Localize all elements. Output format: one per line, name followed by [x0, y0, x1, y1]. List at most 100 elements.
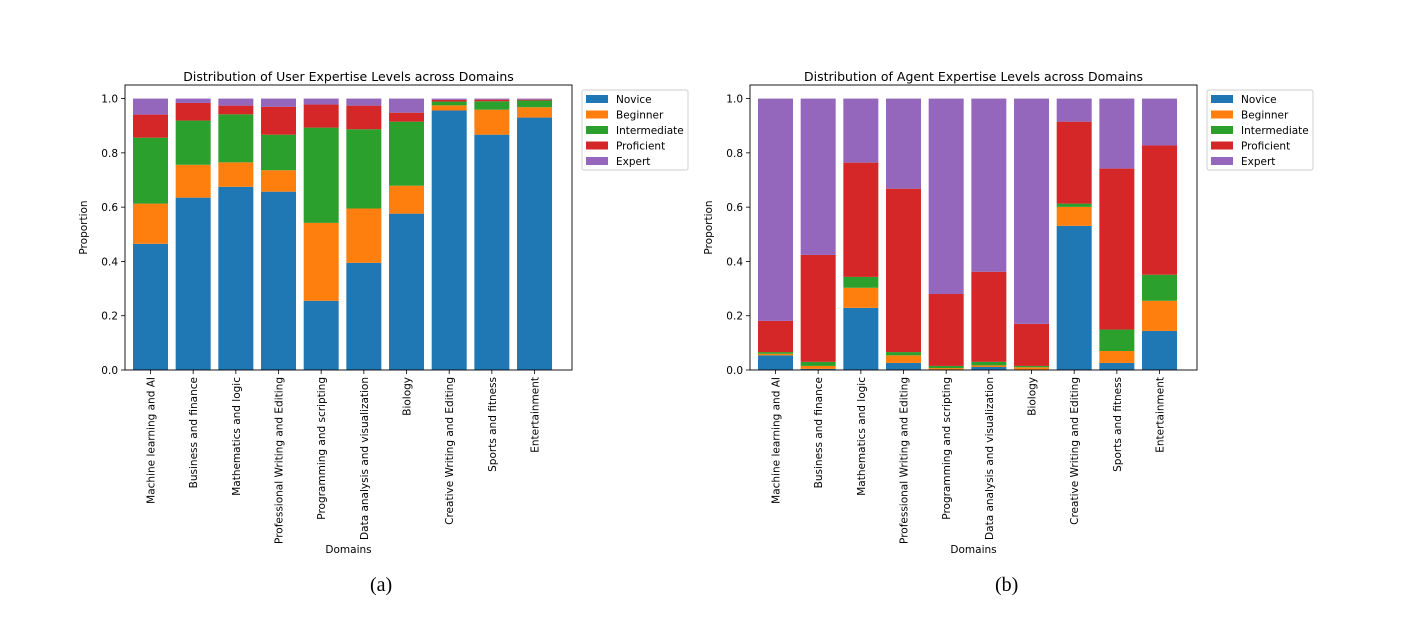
legend-label: Beginner [1241, 110, 1289, 122]
legend-label: Intermediate [1241, 125, 1309, 137]
bar-segment-proficient [474, 99, 510, 102]
bar-segment-beginner [346, 208, 382, 263]
bar-segment-beginner [886, 355, 922, 363]
bar-segment-novice [175, 197, 211, 370]
bar-segment-expert [1056, 98, 1092, 122]
bar-segment-expert [346, 98, 382, 106]
axes-frame [124, 84, 573, 371]
legend-label: Novice [1241, 94, 1277, 106]
bar-segment-expert [928, 98, 964, 294]
y-tick-label: 0.2 [101, 311, 118, 323]
x-tick-label: Business and finance [813, 377, 825, 488]
x-tick-label: Mathematics and logic [856, 377, 868, 496]
bar-segment-intermediate [431, 101, 467, 106]
legend-label: Beginner [616, 110, 664, 122]
x-tick-label: Professional Writing and Editing [899, 377, 911, 544]
bar-segment-beginner [758, 353, 793, 356]
legend-swatch-expert [1211, 157, 1233, 165]
bar-segment-beginner [800, 365, 836, 369]
y-axis-label: Proportion [703, 200, 715, 254]
bar-segment-beginner [1142, 300, 1178, 331]
bar-segment-proficient [971, 271, 1007, 362]
legend: Novice Beginner Intermediate Proficient Expe… [1206, 89, 1314, 171]
bar-segment-beginner [133, 203, 168, 244]
chart-title: Distribution of Agent Expertise Levels a… [804, 69, 1143, 84]
y-tick-label: 0.4 [726, 256, 743, 268]
bar-segment-novice [431, 110, 467, 370]
bar-segment-expert [971, 98, 1007, 272]
bar-segment-intermediate [261, 134, 297, 171]
bar-segment-expert [261, 98, 297, 107]
legend-swatch-expert [586, 157, 608, 165]
bar-segment-expert [758, 98, 793, 321]
x-tick-label: Biology [1027, 377, 1039, 416]
x-tick-label: Programming and scripting [316, 377, 328, 520]
bar-segment-intermediate [1014, 365, 1050, 368]
caption-b: (b) [995, 574, 1019, 596]
bar-segment-beginner [431, 105, 467, 111]
bar-segment-intermediate [389, 121, 425, 186]
bar-segment-expert [474, 98, 510, 100]
bar-segment-novice [800, 368, 836, 370]
bar-segment-proficient [1142, 145, 1178, 275]
bar-segment-intermediate [800, 361, 836, 366]
y-tick-label: 0.4 [101, 256, 118, 268]
bar-segment-intermediate [1099, 329, 1135, 351]
legend-swatch-intermediate [1211, 126, 1233, 134]
bar-segment-proficient [517, 99, 553, 101]
bar-segment-novice [346, 262, 382, 370]
bar-segment-expert [389, 98, 425, 113]
legend-box [581, 89, 689, 171]
y-tick-label: 0.8 [726, 148, 743, 160]
legend-swatch-novice [586, 95, 608, 103]
bar-segment-beginner [928, 368, 964, 370]
chart-b: Machine learning and AI Business and fina… [703, 69, 1314, 556]
bar-segment-beginner [1014, 367, 1050, 370]
bar-segment-intermediate [175, 120, 211, 165]
x-tick-label: Entertainment [1155, 377, 1167, 453]
bar-segment-novice [474, 134, 510, 370]
y-tick-label: 0.8 [101, 148, 118, 160]
legend-box [1206, 89, 1314, 171]
y-axis-label: Proportion [78, 200, 90, 254]
bar-segment-proficient [800, 254, 836, 362]
x-axis-label: Domains [950, 544, 996, 556]
bar-segment-novice [1142, 330, 1178, 370]
bar-segment-intermediate [886, 352, 922, 356]
bar-segment-intermediate [517, 100, 553, 108]
y-tick-label: 0.6 [101, 202, 118, 214]
legend-label: Novice [616, 94, 652, 106]
bar-segment-novice [261, 191, 297, 370]
bar-segment-beginner [474, 109, 510, 135]
bar-segment-novice [758, 355, 793, 370]
bar-segment-novice [133, 243, 168, 370]
bar-segment-proficient [431, 99, 467, 102]
bar-segment-expert [517, 98, 553, 100]
bar-segment-novice [971, 367, 1007, 370]
legend-swatch-beginner [1211, 110, 1233, 119]
y-tick-label: 0.2 [726, 311, 743, 323]
x-tick-label: Sports and fitness [487, 377, 499, 472]
y-tick-label: 1.0 [726, 94, 743, 106]
bar-segment-beginner [261, 170, 297, 192]
bar-segment-proficient [218, 105, 254, 115]
bar-segment-proficient [1099, 168, 1135, 330]
legend-label: Proficient [616, 141, 665, 153]
bar-segment-intermediate [474, 101, 510, 110]
axes-frame [749, 84, 1198, 371]
x-tick-label: Entertainment [530, 377, 542, 453]
bar-segment-intermediate [303, 127, 339, 223]
bar-segment-proficient [303, 104, 339, 128]
legend: Novice Beginner Intermediate Proficient Expe… [581, 89, 689, 171]
bar-segment-intermediate [1142, 274, 1178, 301]
x-tick-label: Business and finance [188, 377, 200, 488]
bar-segment-expert [133, 98, 168, 115]
bar-segment-novice [303, 300, 339, 370]
legend-swatch-novice [1211, 95, 1233, 103]
x-tick-label: Machine learning and AI [771, 377, 783, 504]
bar-segment-expert [886, 98, 922, 189]
bar-segment-beginner [389, 185, 425, 214]
bar-segment-intermediate [843, 276, 879, 288]
bar-segment-expert [218, 98, 254, 106]
